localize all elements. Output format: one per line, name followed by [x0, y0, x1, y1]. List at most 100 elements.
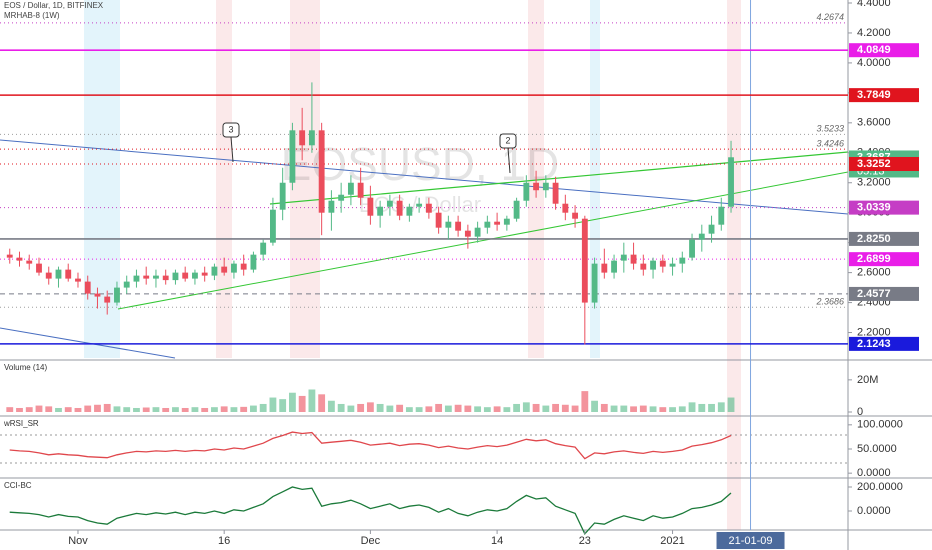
- price-tag: [849, 200, 919, 215]
- price-tag: [849, 231, 919, 246]
- volume-bar: [64, 407, 72, 412]
- volume-bar: [571, 405, 579, 412]
- volume-bar: [581, 391, 589, 412]
- candle-body: [231, 263, 237, 273]
- y-tick-label: 0.0000: [857, 467, 891, 479]
- x-tick-label: 2021: [660, 535, 684, 547]
- candle-body: [494, 221, 501, 225]
- candle-body: [464, 230, 471, 237]
- candle-body: [611, 260, 617, 273]
- candle-body: [172, 272, 179, 281]
- candle-body: [328, 200, 335, 213]
- price-tag: [849, 88, 919, 103]
- candle-body: [659, 260, 666, 267]
- candle-body: [484, 221, 491, 228]
- indicator-line: [9, 431, 732, 460]
- volume-bar: [103, 403, 111, 412]
- volume-bar: [347, 405, 355, 412]
- chart-title: EOS / Dollar, 1D, BITFINEX: [4, 1, 104, 10]
- candle-body: [377, 206, 384, 216]
- candle-body: [572, 212, 579, 219]
- candle-body: [182, 272, 189, 279]
- price-tag-label: 2.8250: [857, 233, 891, 245]
- price-tag: [849, 252, 919, 267]
- indicator-line: [9, 486, 732, 535]
- volume-bar: [6, 407, 14, 412]
- candle-body: [201, 272, 208, 276]
- y-tick-label: 3.2000: [857, 177, 891, 189]
- volume-bar: [610, 405, 618, 412]
- price-tag: [849, 43, 919, 58]
- candle-body: [269, 209, 276, 243]
- candle-body: [718, 206, 725, 225]
- volume-bar: [327, 400, 335, 412]
- price-tag: [849, 156, 919, 171]
- volume-bar: [45, 406, 53, 412]
- candle-body: [416, 203, 423, 207]
- price-tag-label: 3.0339: [857, 202, 891, 214]
- candle-body: [425, 203, 432, 213]
- volume-bar: [669, 407, 676, 412]
- candle-body: [211, 266, 218, 276]
- candle-body: [474, 227, 481, 237]
- callout-line: [230, 136, 234, 163]
- candle-body: [367, 197, 374, 216]
- volume-bar: [493, 406, 501, 412]
- volume-bar: [454, 404, 462, 412]
- volume-bar: [308, 389, 316, 412]
- y-tick-label: 20M: [857, 374, 878, 386]
- candle-body: [260, 242, 267, 255]
- volume-bar: [298, 395, 306, 412]
- volume-bar: [659, 407, 667, 412]
- candle-body: [240, 263, 247, 270]
- volume-bar: [211, 407, 218, 412]
- candle-body: [513, 200, 520, 219]
- candle-body: [299, 130, 306, 146]
- candle-body: [650, 260, 656, 270]
- candle-body: [84, 281, 91, 294]
- trend-line: [269, 151, 849, 205]
- volume-bar: [289, 392, 296, 412]
- candle-body: [308, 130, 315, 146]
- candle-body: [123, 281, 130, 288]
- candle-body: [36, 263, 42, 273]
- trend-line: [0, 327, 176, 359]
- volume-bar: [415, 407, 423, 412]
- volume-bar: [630, 406, 637, 412]
- candle-body: [669, 263, 676, 267]
- candle-body: [620, 254, 627, 261]
- volume-bar: [620, 405, 628, 412]
- volume-bar: [113, 406, 121, 412]
- volume-bar: [503, 407, 511, 412]
- volume-bar: [678, 406, 686, 412]
- level-label: 4.2674: [816, 12, 844, 22]
- volume-bar: [191, 407, 199, 412]
- candle-body: [581, 218, 588, 303]
- y-tick-label: 4.2000: [857, 27, 891, 39]
- volume-bar: [522, 402, 530, 412]
- price-tag-label: 2.6899: [857, 253, 891, 265]
- volume-bar: [464, 405, 472, 412]
- y-tick-label: 0: [857, 406, 863, 418]
- candle-body: [708, 224, 715, 234]
- volume-bar: [318, 394, 326, 412]
- candle-body: [45, 272, 52, 279]
- volume-bar: [688, 402, 696, 412]
- volume-bar: [133, 407, 140, 412]
- volume-bar: [542, 405, 550, 412]
- candle-body: [221, 266, 228, 273]
- volume-bar: [259, 403, 267, 412]
- zone: [84, 0, 120, 358]
- volume-bar: [84, 405, 92, 412]
- callout-box: [222, 122, 240, 138]
- volume-bar: [357, 403, 365, 412]
- candle-body: [26, 260, 33, 264]
- level-label: 3.4246: [816, 138, 844, 148]
- volume-bar: [142, 407, 150, 412]
- price-tag-label: 2.4577: [857, 288, 891, 300]
- candle-body: [455, 221, 462, 231]
- volume-bar: [55, 407, 62, 412]
- level-label: 3.5233: [816, 124, 844, 134]
- candle-body: [630, 254, 637, 264]
- callout-box: [499, 133, 517, 149]
